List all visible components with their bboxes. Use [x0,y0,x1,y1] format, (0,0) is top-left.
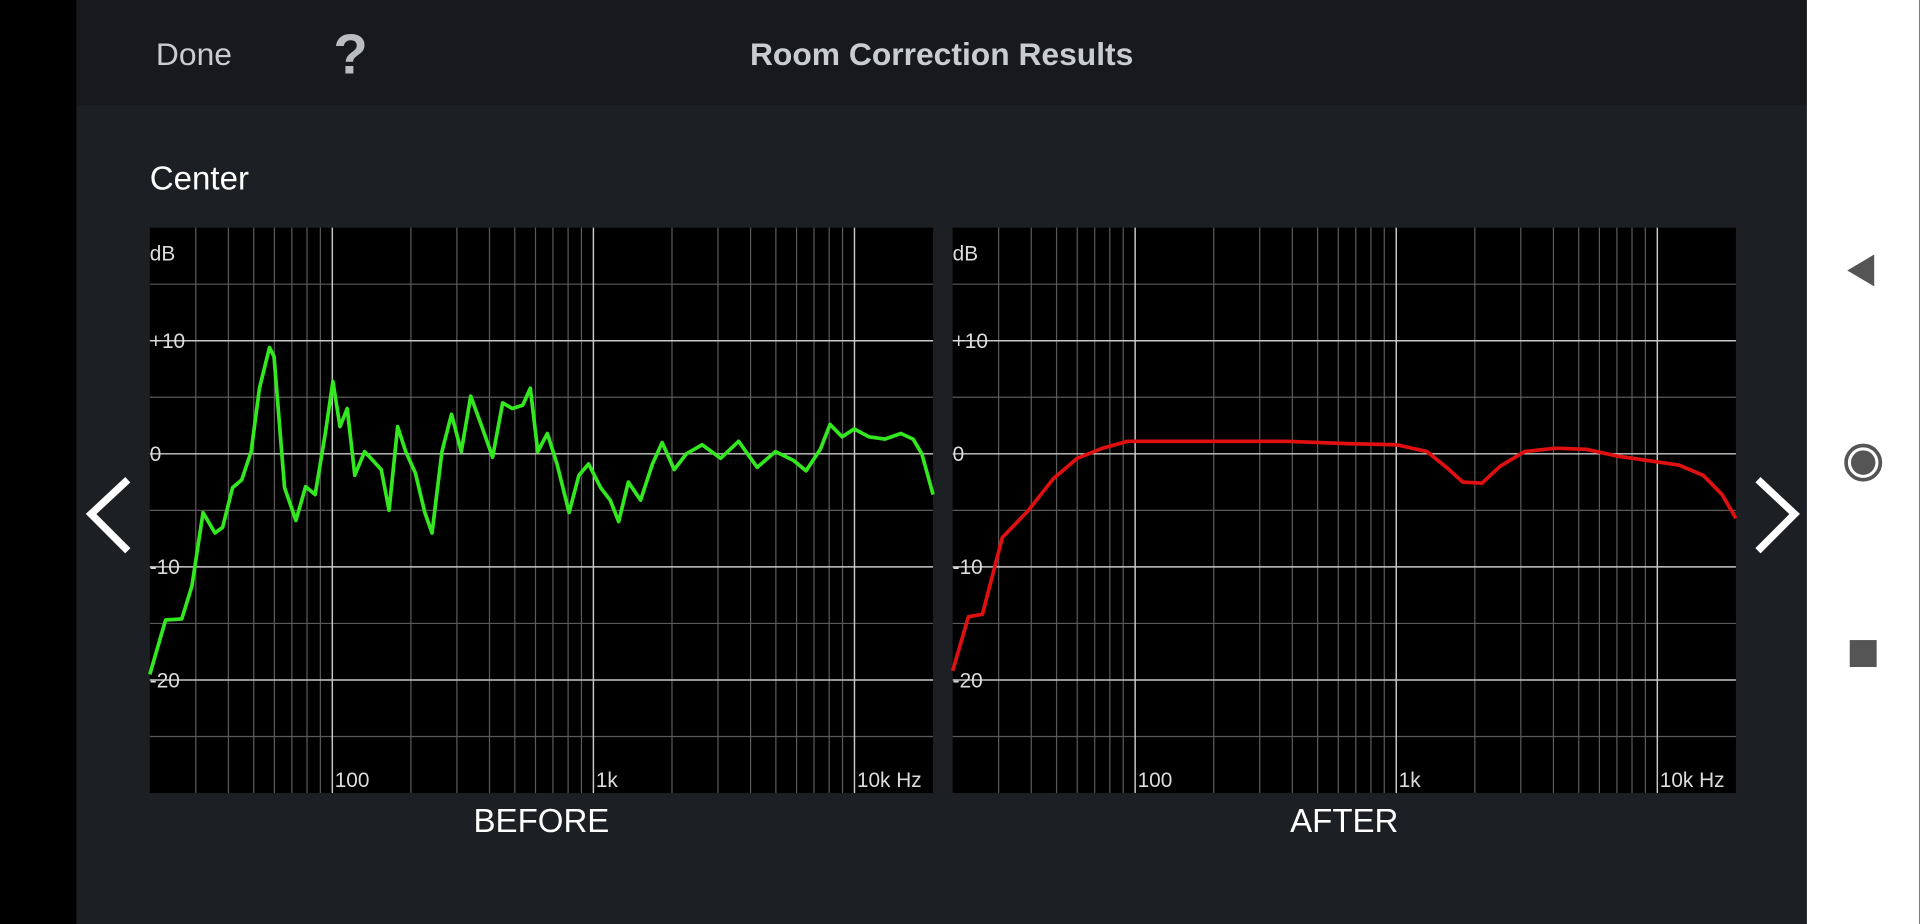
response-curve [950,439,1738,672]
x-tick-label: 100 [335,769,370,792]
charts: +10 0 -10 -20 100 1k 10k Hz dB BEFORE +10 0 -10 -20 1… [148,227,1738,840]
chart-title: AFTER [1290,803,1398,840]
x-tick-label: 100 [1138,769,1173,792]
top-bar [76,0,1807,106]
x-tick-label: 10k Hz [857,769,922,792]
x-tick-label: 1k [596,769,619,792]
help-button[interactable]: ? [333,22,367,85]
x-tick-label: 1k [1399,769,1422,792]
y-tick-label: +10 [953,330,988,353]
screen-title: Room Correction Results [750,36,1133,72]
home-dot [1850,450,1876,475]
chart-title: BEFORE [474,803,610,840]
done-button[interactable]: Done [156,36,232,72]
next-arrow[interactable] [1755,477,1800,554]
y-tick-label: -20 [953,669,983,692]
y-tick-label: -20 [150,669,180,692]
home-button[interactable] [1844,443,1883,482]
y-axis-label: dB [150,243,175,266]
prev-arrow[interactable] [85,477,131,554]
response-curve [148,345,935,675]
channel-name: Center [150,161,249,198]
y-tick-label: +10 [150,330,185,353]
y-axis-label: dB [953,243,978,266]
y-tick-label: 0 [953,443,965,466]
recents-button[interactable] [1849,640,1877,667]
y-tick-label: -10 [953,556,983,579]
y-tick-label: -10 [150,556,180,579]
x-tick-label: 10k Hz [1660,769,1725,792]
y-tick-label: 0 [150,443,162,466]
left-strip [0,0,77,924]
back-button[interactable] [1847,254,1875,287]
